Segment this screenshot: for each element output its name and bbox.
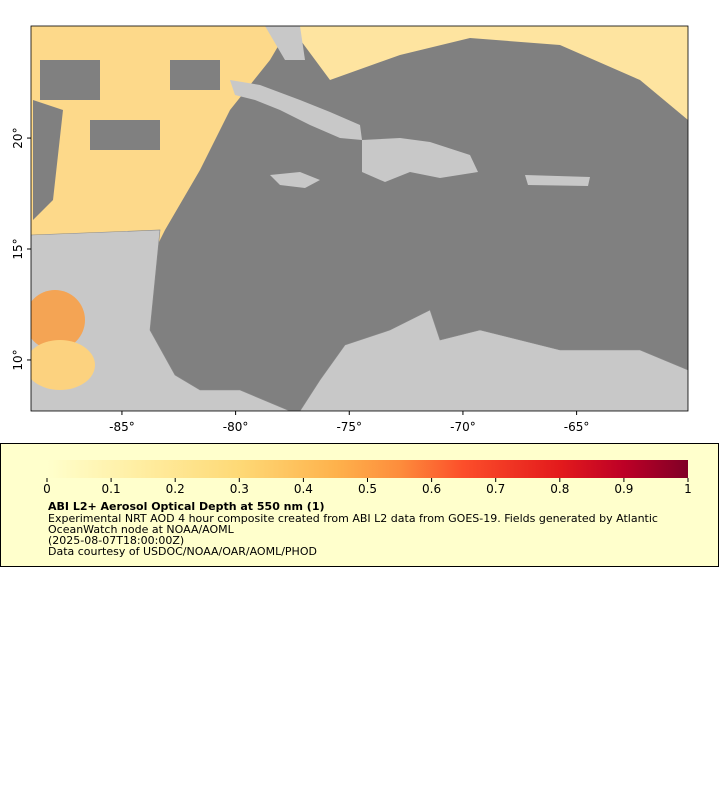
colorbar-tick-label: 0.5 <box>358 482 377 496</box>
x-tick-label: -85° <box>109 420 135 434</box>
axes: -85° -80° -75° -70° -65° 10° 15° 20° <box>11 127 589 434</box>
y-tick-label: 10° <box>11 349 25 370</box>
map-frame <box>30 25 689 412</box>
cloud <box>33 60 220 220</box>
colorbar-tick-label: 0.2 <box>166 482 185 496</box>
colorbar-tick-label: 0.4 <box>294 482 313 496</box>
land-aerosol <box>31 290 85 350</box>
legend-line: Data courtesy of USDOC/NOAA/OAR/AOML/PHO… <box>48 545 317 558</box>
hispaniola <box>362 138 478 182</box>
colorbar-tick-label: 0.3 <box>230 482 249 496</box>
cuba <box>230 80 362 140</box>
puerto-rico <box>525 175 590 186</box>
florida <box>265 26 305 60</box>
colorbar-tick-label: 0 <box>43 482 51 496</box>
jamaica <box>270 172 320 188</box>
colorbar-tick-label: 1 <box>684 482 692 496</box>
colorbar-tick-label: 0.8 <box>550 482 569 496</box>
x-tick-label: -70° <box>450 420 476 434</box>
land <box>299 309 688 411</box>
legend-line: (2025-08-07T18:00:00Z) <box>48 534 184 547</box>
colorbar <box>47 460 688 478</box>
colorbar-tick-label: 0.6 <box>422 482 441 496</box>
map-area <box>31 26 688 411</box>
land-aerosol <box>290 26 688 120</box>
x-tick-label: -80° <box>223 420 249 434</box>
land <box>31 229 291 411</box>
colorbar-tick-label: 0.7 <box>486 482 505 496</box>
x-tick-label: -65° <box>564 420 590 434</box>
legend-title: ABI L2+ Aerosol Optical Depth at 550 nm … <box>48 500 325 513</box>
legend-line: Experimental NRT AOD 4 hour composite cr… <box>48 512 658 525</box>
legend-line: OceanWatch node at NOAA/AOML <box>48 523 235 536</box>
colorbar-tick-label: 0.1 <box>102 482 121 496</box>
x-tick-label: -75° <box>336 420 362 434</box>
land-aerosol <box>31 340 95 390</box>
colorbar-ticks: 0 0.1 0.2 0.3 0.4 0.5 0.6 0.7 0.8 0.9 1 <box>43 478 692 496</box>
y-tick-label: 15° <box>11 238 25 259</box>
colorbar-tick-label: 0.9 <box>614 482 633 496</box>
y-tick-label: 20° <box>11 127 25 148</box>
